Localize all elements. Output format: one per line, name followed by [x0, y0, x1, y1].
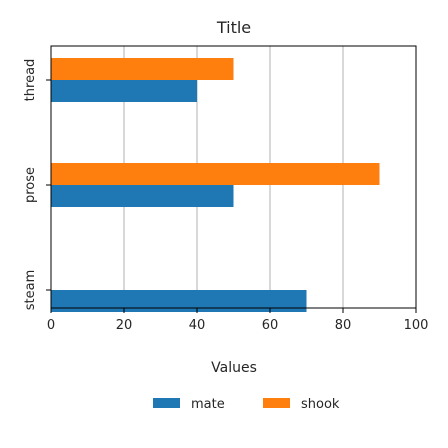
bars	[51, 58, 380, 312]
chart-title: Title	[216, 18, 251, 37]
x-axis-title: Values	[211, 360, 257, 376]
legend-swatch-mate	[153, 398, 180, 408]
x-tick-label: 0	[47, 318, 55, 333]
x-tick-label: 100	[404, 318, 429, 333]
bar-mate-thread	[51, 80, 197, 102]
bar-mate-steam	[51, 290, 307, 312]
bar-shook-prose	[51, 163, 380, 185]
legend-label-mate: mate	[191, 397, 225, 412]
y-tick-label-steam: steam	[23, 270, 38, 311]
x-tick-label: 80	[335, 318, 352, 333]
y-tick-label-prose: prose	[23, 167, 38, 203]
legend-label-shook: shook	[301, 397, 340, 412]
plot-frame	[50, 45, 417, 309]
x-axis-ticks: 0 20 40 60 80 100	[47, 308, 429, 333]
y-tick-label-thread: thread	[23, 59, 38, 102]
bar-mate-prose	[51, 185, 234, 207]
legend: mate shook	[153, 397, 340, 412]
x-tick-label: 20	[116, 318, 133, 333]
y-axis-ticks: steam prose thread	[23, 59, 51, 311]
bar-shook-thread	[51, 58, 234, 80]
x-tick-label: 60	[262, 318, 279, 333]
x-tick-label: 40	[189, 318, 206, 333]
legend-swatch-shook	[263, 398, 290, 408]
